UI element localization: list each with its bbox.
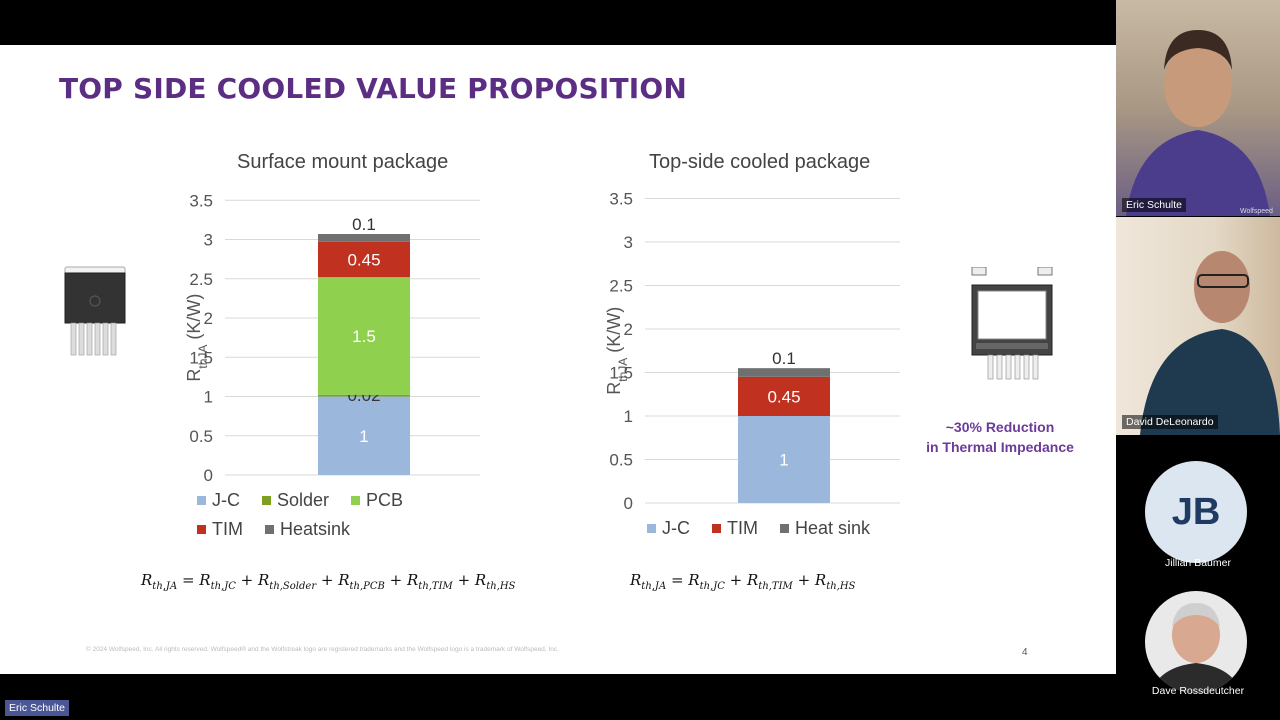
legend-swatch [780,524,789,533]
y-tick-label: 2 [624,320,633,339]
legend-swatch [647,524,656,533]
bar-segment-tim [318,241,410,278]
legend-swatch [262,496,271,505]
legend-swatch [197,496,206,505]
formula-top-side: Rth,JA = Rth,JC + Rth,TIM + Rth,HS [630,571,856,592]
bar-segment-j-c [738,416,830,503]
legend-item: Heatsink [265,519,350,540]
legend-label: TIM [212,519,243,539]
legend-label: Heat sink [795,518,871,538]
legend-label: Solder [277,490,330,510]
copyright-notice: © 2024 Wolfspeed, Inc. All rights reserv… [86,646,559,653]
legend-label: J-C [662,518,690,538]
legend-item: J-C [197,490,240,511]
y-tick-label: 1 [204,388,213,407]
data-label-tim: 0.45 [347,251,380,270]
legend-item: J-C [647,518,690,539]
video-tile-dave[interactable]: Dave Rossdeutcher [1116,585,1280,705]
bar-segment-solder [318,394,410,397]
data-label-pcb: 1.5 [352,327,376,346]
top-side-cooled-legend: J-C TIM Heat sink [647,517,892,546]
slide-title: TOP SIDE COOLED VALUE PROPOSITION [59,72,688,105]
bar-segment-tim [738,376,830,416]
y-tick-label: 2.5 [189,270,213,289]
active-speaker-tag: Eric Schulte [5,700,70,716]
participant-name-david: David DeLeonardo [1122,415,1218,429]
legend-item: Heat sink [780,518,870,539]
slide-page-number: 4 [1022,647,1028,658]
chart-title-surface-mount: Surface mount package [237,151,449,173]
legend-swatch [712,524,721,533]
participant-name-dave: Dave Rossdeutcher [1151,685,1245,697]
y-tick-label: 1.5 [189,348,213,367]
surface-mount-package-icon [64,266,126,356]
legend-label: TIM [727,518,758,538]
bar-segment-heatsink [318,234,410,242]
y-tick-label: 2 [204,309,213,328]
legend-item: TIM [197,519,243,540]
reduction-line-1: ~30% Reduction [945,419,1055,435]
y-tick-label: 1 [624,407,633,426]
y-tick-label: 0 [204,466,213,485]
legend-item: PCB [351,490,403,511]
data-label-tim: 0.45 [767,387,800,406]
video-tile-jillian[interactable]: JB Jillian Baumer [1116,455,1280,575]
formula-surface-mount: Rth,JA = Rth,JC + Rth,Solder + Rth,PCB +… [141,571,516,592]
legend-label: PCB [366,490,404,510]
y-tick-label: 0.5 [189,427,213,446]
person-silhouette-icon [1140,251,1280,435]
data-label-heat-sink: 0.1 [772,349,796,368]
data-label-j-c: 1 [779,451,788,470]
data-label-j-c: 1 [359,427,368,446]
legend-item: TIM [712,518,758,539]
bar-segment-j-c [318,396,410,475]
bar-segment-heat-sink [738,368,830,377]
thermal-reduction-callout: ~30% Reduction in Thermal Impedance [910,417,1090,457]
y-tick-label: 2.5 [609,277,633,296]
y-tick-label: 3 [204,231,213,250]
y-tick-label: 3.5 [189,191,213,210]
legend-item: Solder [262,490,329,511]
presentation-slide: TOP SIDE COOLED VALUE PROPOSITION Surfac… [0,45,1116,674]
person-silhouette-icon [1151,603,1241,693]
y-tick-label: 3 [624,233,633,252]
y-axis-label: RthJA (K/W) [604,307,630,395]
legend-row: J-C TIM Heat sink [647,517,892,546]
legend-swatch [197,525,206,534]
legend-row: TIM Heatsink [197,518,425,547]
chart-title-top-side: Top-side cooled package [649,151,871,173]
legend-swatch [265,525,274,534]
top-side-cooled-package-icon [971,267,1053,380]
y-tick-label: 1.5 [609,364,633,383]
participant-name-jillian: Jillian Baumer [1165,557,1231,569]
top-side-cooled-chart: 0 0.5 1 1.5 2 2.5 3 3.5 RthJA (K/W) 1 0.45 0.1 [604,190,900,513]
participant-panel: Wolfspeed Eric Schulte David DeLeonardo … [1116,0,1280,720]
y-tick-label: 0.5 [609,451,633,470]
data-label-heatsink: 0.1 [352,215,376,234]
bottom-black-bar [0,674,1116,720]
avatar-initials: JB [1145,461,1247,563]
top-black-bar [0,0,1116,45]
avatar-photo [1145,591,1247,693]
legend-label: Heatsink [280,519,351,539]
legend-swatch [351,496,361,505]
surface-mount-legend: J-C Solder PCB TIM Heatsink [197,489,425,547]
video-tile-eric[interactable]: Wolfspeed Eric Schulte [1116,0,1280,216]
participant-name-eric: Eric Schulte [1122,198,1187,212]
y-tick-label: 0 [624,494,633,513]
video-tile-david[interactable]: David DeLeonardo [1116,217,1280,435]
y-tick-label: 3.5 [609,190,633,209]
y-axis-label: RthJA (K/W) [184,294,210,382]
reduction-line-2: in Thermal Impedance [926,439,1074,455]
legend-row: J-C Solder PCB [197,489,425,518]
person-silhouette-icon [1126,30,1270,216]
legend-label: J-C [212,490,240,510]
bar-segment-pcb [318,277,410,395]
shirt-brand-text: Wolfspeed [1240,208,1273,215]
